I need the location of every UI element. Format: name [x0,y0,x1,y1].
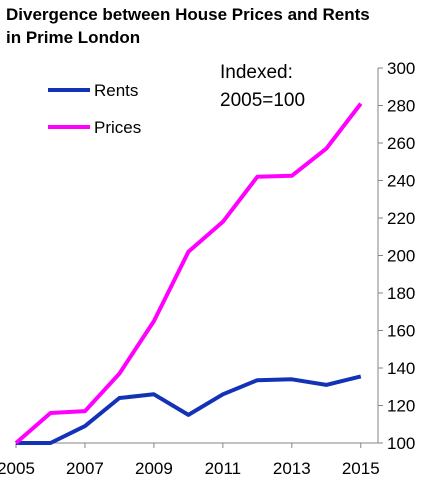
legend-label-rents: Rents [94,81,138,100]
x-tick-label: 2009 [135,459,173,478]
series-line-prices [14,102,363,445]
y-tick-label: 280 [387,97,415,116]
x-tick-label: 2005 [0,459,35,478]
y-tick-label: 300 [387,59,415,78]
y-tick-label: 260 [387,134,415,153]
annotation-line-1: Indexed: [220,62,293,83]
y-tick-label: 240 [387,172,415,191]
chart-series [14,102,363,445]
chart-title-line-1: Divergence between House Prices and Rent… [6,5,370,24]
y-tick-label: 120 [387,397,415,416]
chart-legend: Rents Prices [48,81,141,137]
annotation-line-2: 2005=100 [220,90,305,111]
series-line-rents [16,374,362,445]
y-tick-label: 180 [387,284,415,303]
x-tick-label: 2015 [342,459,380,478]
chart-axes: 2005 2007 2009 2011 2013 2015 100 120 140 160 180 2… [0,59,415,478]
y-tick-label: 200 [387,247,415,266]
chart-title-line-2: in Prime London [6,28,141,47]
legend-label-prices: Prices [94,118,141,137]
chart-annotation: Indexed: 2005=100 [220,62,305,111]
x-tick-label: 2013 [273,459,311,478]
x-tick-label: 2007 [66,459,104,478]
y-tick-label: 100 [387,434,415,453]
y-tick-label: 140 [387,359,415,378]
y-tick-label: 220 [387,209,415,228]
x-tick-label: 2011 [205,459,242,478]
y-tick-label: 160 [387,322,415,341]
chart-title: Divergence between House Prices and Rent… [6,3,426,49]
